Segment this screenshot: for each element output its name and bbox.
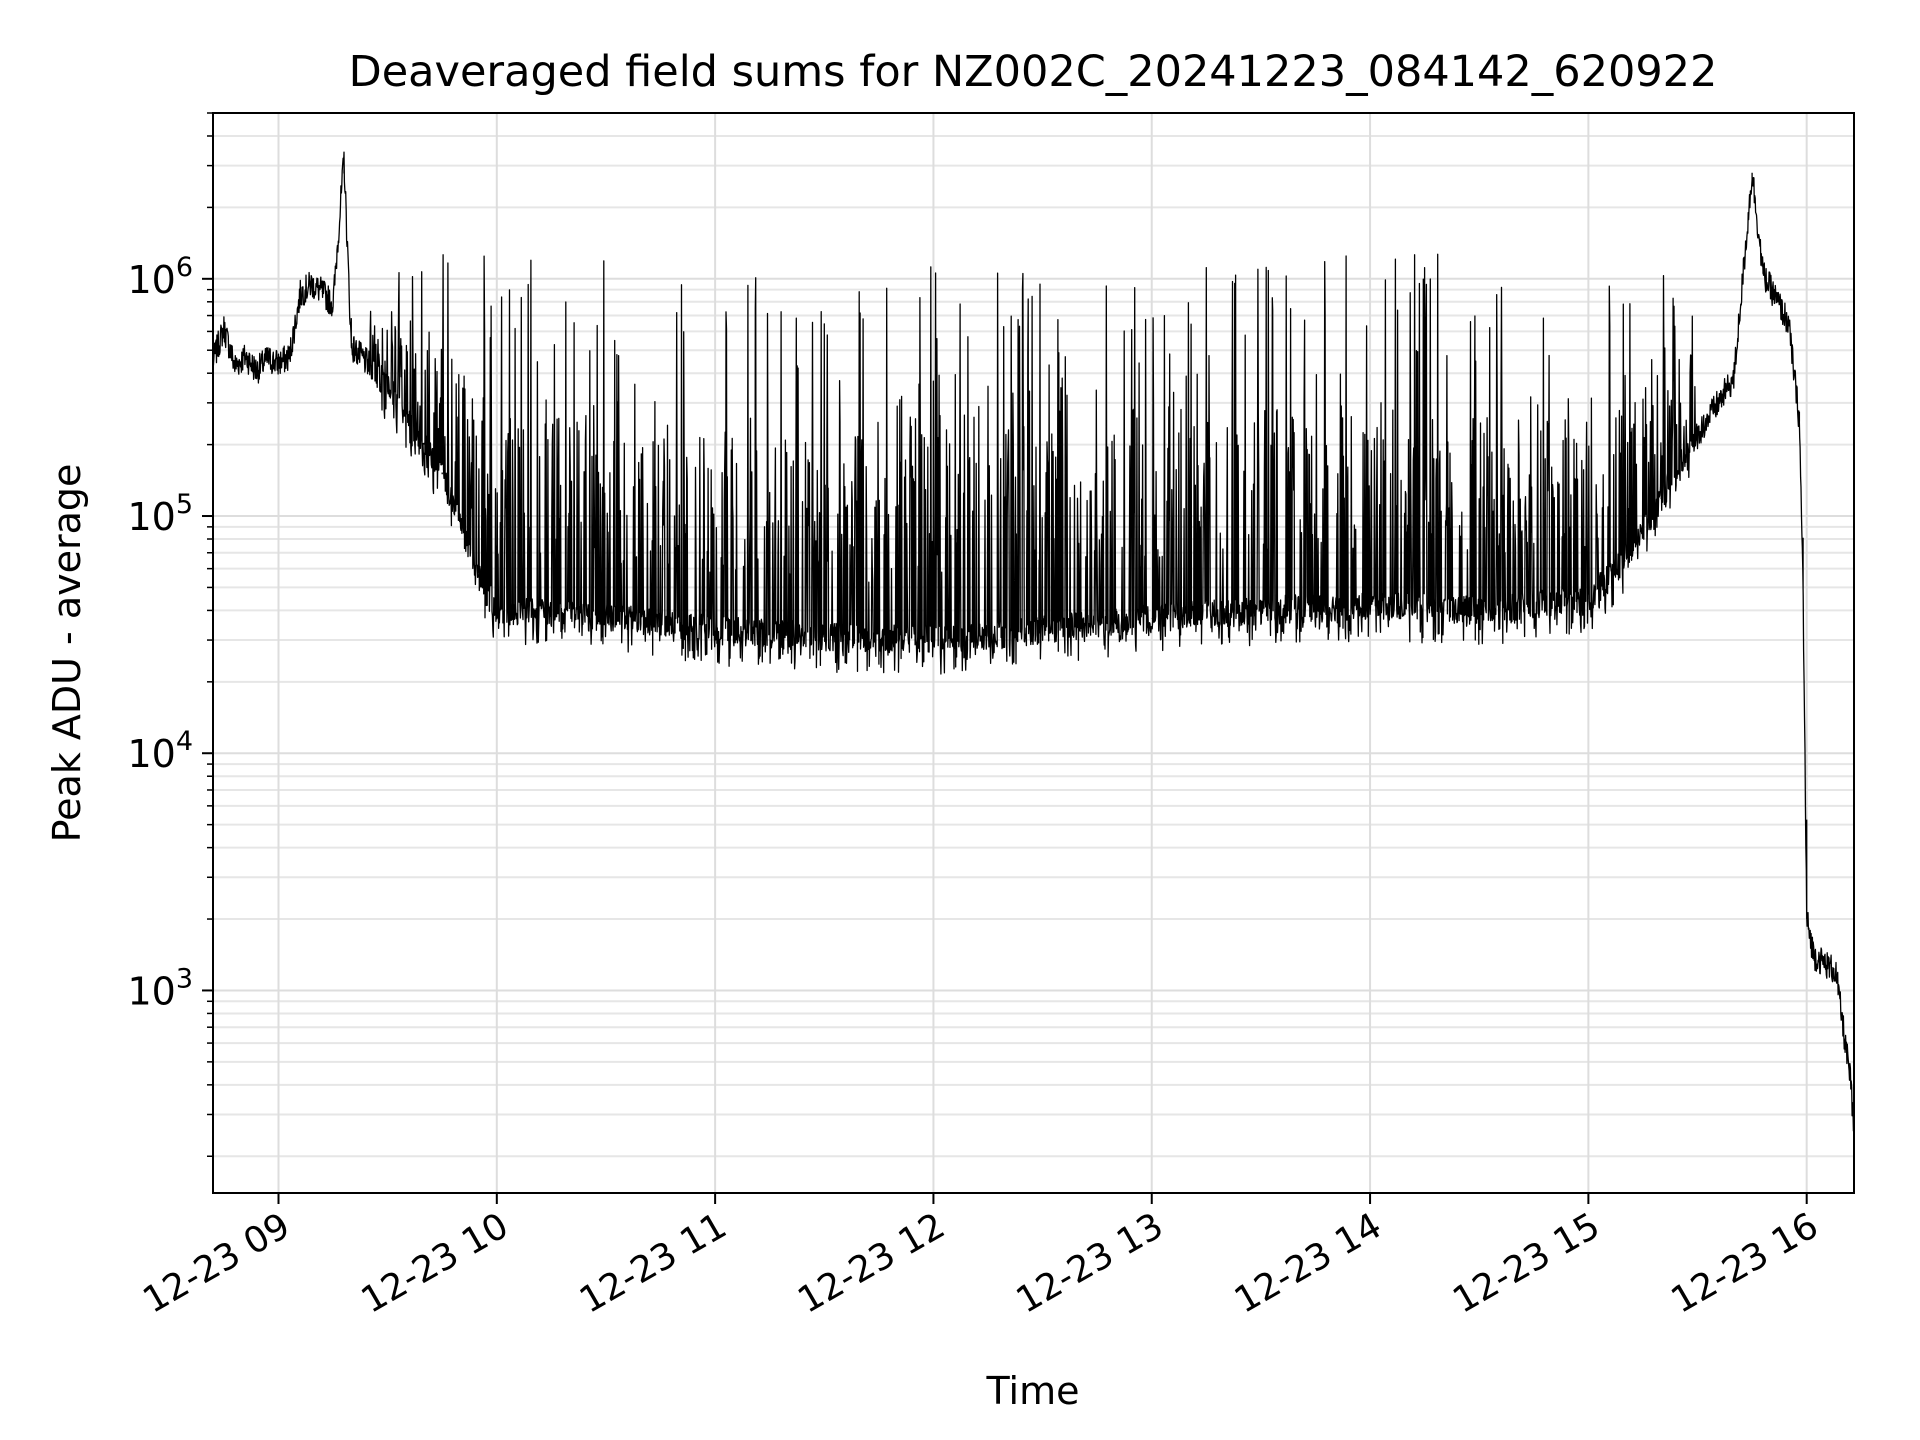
y-tick-label: 106: [127, 252, 193, 302]
y-axis: 103 104 105 106: [127, 112, 213, 1158]
y-tick-label: 103: [127, 963, 193, 1013]
plot-frame: [212, 112, 1855, 1194]
chart-title: Deaveraged field sums for NZ002C_2024122…: [349, 47, 1718, 97]
y-tick-label: 104: [127, 726, 193, 776]
grid: [213, 112, 1854, 1193]
y-tick-label: 105: [127, 489, 193, 539]
x-axis-label: Time: [986, 1369, 1080, 1413]
series-line: [212, 151, 1855, 1134]
y-axis-label: Peak ADU - average: [45, 464, 89, 843]
data-series: [212, 151, 1855, 1134]
